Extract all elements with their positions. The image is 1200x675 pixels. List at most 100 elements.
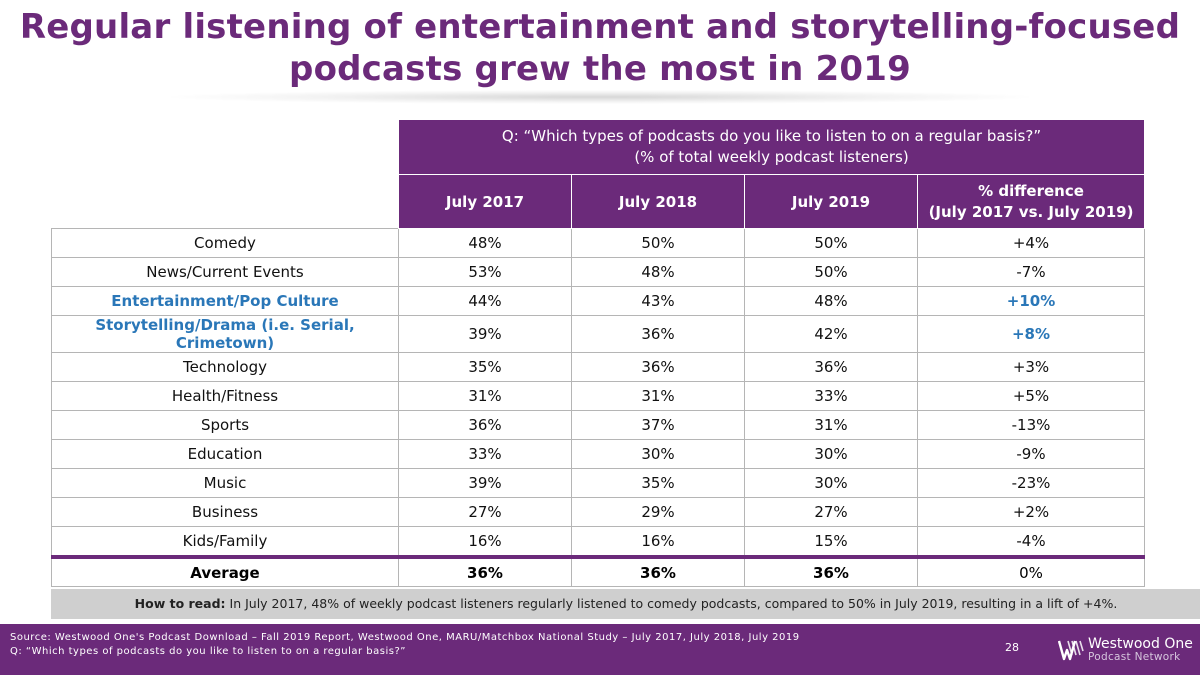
footer: Source: Westwood One's Podcast Download … bbox=[0, 624, 1200, 675]
question-header: Q: “Which types of podcasts do you like … bbox=[398, 119, 1145, 175]
cell-july-2017: 27% bbox=[398, 497, 572, 527]
row-category: Comedy bbox=[51, 228, 399, 258]
cell-difference: -9% bbox=[917, 439, 1145, 469]
average-july-2017: 36% bbox=[398, 555, 572, 587]
question-note: Q: “Which types of podcasts do you like … bbox=[10, 646, 406, 657]
cell-july-2017: 39% bbox=[398, 315, 572, 353]
title-divider-shadow bbox=[170, 90, 1030, 104]
cell-july-2018: 50% bbox=[571, 228, 745, 258]
cell-july-2017: 39% bbox=[398, 468, 572, 498]
cell-july-2017: 44% bbox=[398, 286, 572, 316]
cell-difference: -23% bbox=[917, 468, 1145, 498]
title-line-2: podcasts grew the most in 2019 bbox=[289, 49, 911, 89]
table-row: Comedy 48% 50% 50% +4% bbox=[51, 228, 1145, 258]
cell-difference: +8% bbox=[917, 315, 1145, 353]
logo-subtitle: Podcast Network bbox=[1088, 651, 1181, 663]
table-row: Health/Fitness 31% 31% 33% +5% bbox=[51, 381, 1145, 411]
difference-header-line-2: (July 2017 vs. July 2019) bbox=[928, 202, 1134, 221]
cell-july-2019: 30% bbox=[744, 439, 918, 469]
average-label: Average bbox=[51, 555, 399, 587]
cell-july-2019: 50% bbox=[744, 257, 918, 287]
source-note: Source: Westwood One's Podcast Download … bbox=[10, 632, 800, 643]
cell-july-2018: 43% bbox=[571, 286, 745, 316]
cell-july-2019: 48% bbox=[744, 286, 918, 316]
cell-july-2018: 36% bbox=[571, 352, 745, 382]
column-header-difference: % difference (July 2017 vs. July 2019) bbox=[917, 174, 1145, 229]
westwood-one-logo-icon bbox=[1058, 640, 1084, 661]
row-category: Entertainment/Pop Culture bbox=[51, 286, 399, 316]
table-row: Kids/Family 16% 16% 15% -4% bbox=[51, 526, 1145, 558]
difference-header-line-1: % difference bbox=[978, 181, 1084, 200]
row-category: Health/Fitness bbox=[51, 381, 399, 411]
row-category: Technology bbox=[51, 352, 399, 382]
cell-july-2018: 35% bbox=[571, 468, 745, 498]
row-category: Kids/Family bbox=[51, 526, 399, 558]
page-number: 28 bbox=[1005, 641, 1019, 654]
cell-difference: +10% bbox=[917, 286, 1145, 316]
cell-july-2019: 33% bbox=[744, 381, 918, 411]
cell-july-2018: 37% bbox=[571, 410, 745, 440]
cell-july-2019: 31% bbox=[744, 410, 918, 440]
cell-difference: +2% bbox=[917, 497, 1145, 527]
column-header-july-2019: July 2019 bbox=[744, 174, 918, 229]
cell-difference: -4% bbox=[917, 526, 1145, 558]
westwood-one-logo: Westwood One Podcast Network bbox=[1058, 636, 1193, 664]
cell-july-2017: 31% bbox=[398, 381, 572, 411]
cell-july-2017: 53% bbox=[398, 257, 572, 287]
cell-difference: -7% bbox=[917, 257, 1145, 287]
question-line-2: (% of total weekly podcast listeners) bbox=[634, 148, 909, 166]
question-line-1: Q: “Which types of podcasts do you like … bbox=[501, 127, 1042, 145]
cell-july-2017: 16% bbox=[398, 526, 572, 558]
average-difference: 0% bbox=[917, 555, 1145, 587]
how-to-read-bar: How to read: In July 2017, 48% of weekly… bbox=[51, 589, 1200, 619]
cell-july-2019: 42% bbox=[744, 315, 918, 353]
cell-difference: +3% bbox=[917, 352, 1145, 382]
cell-july-2018: 31% bbox=[571, 381, 745, 411]
table-row: News/Current Events 53% 48% 50% -7% bbox=[51, 257, 1145, 287]
podcast-genre-table: Q: “Which types of podcasts do you like … bbox=[51, 119, 1145, 587]
cell-july-2019: 15% bbox=[744, 526, 918, 558]
cell-july-2018: 48% bbox=[571, 257, 745, 287]
table-row: Storytelling/Drama (i.e. Serial, Crimeto… bbox=[51, 315, 1145, 353]
row-category: Music bbox=[51, 468, 399, 498]
title-line-1: Regular listening of entertainment and s… bbox=[19, 7, 1181, 47]
cell-july-2017: 35% bbox=[398, 352, 572, 382]
cell-july-2019: 27% bbox=[744, 497, 918, 527]
cell-july-2017: 36% bbox=[398, 410, 572, 440]
cell-july-2017: 48% bbox=[398, 228, 572, 258]
average-row: Average 36% 36% 36% 0% bbox=[51, 555, 1145, 587]
row-category: Storytelling/Drama (i.e. Serial, Crimeto… bbox=[51, 315, 399, 353]
header-blank bbox=[51, 119, 399, 175]
cell-difference: +5% bbox=[917, 381, 1145, 411]
table-row: Business 27% 29% 27% +2% bbox=[51, 497, 1145, 527]
how-to-read-text: In July 2017, 48% of weekly podcast list… bbox=[225, 596, 1118, 611]
cell-july-2019: 36% bbox=[744, 352, 918, 382]
row-category: Business bbox=[51, 497, 399, 527]
column-header-july-2018: July 2018 bbox=[571, 174, 745, 229]
average-july-2019: 36% bbox=[744, 555, 918, 587]
cell-july-2019: 50% bbox=[744, 228, 918, 258]
cell-july-2018: 36% bbox=[571, 315, 745, 353]
cell-difference: +4% bbox=[917, 228, 1145, 258]
cell-july-2018: 30% bbox=[571, 439, 745, 469]
column-header-july-2017: July 2017 bbox=[398, 174, 572, 229]
cell-july-2017: 33% bbox=[398, 439, 572, 469]
how-to-read-label: How to read: bbox=[134, 596, 226, 611]
row-category: News/Current Events bbox=[51, 257, 399, 287]
row-category: Education bbox=[51, 439, 399, 469]
header-blank-2 bbox=[51, 174, 399, 229]
cell-difference: -13% bbox=[917, 410, 1145, 440]
page-title: Regular listening of entertainment and s… bbox=[0, 6, 1200, 90]
logo-name: Westwood One bbox=[1088, 636, 1193, 652]
cell-july-2018: 16% bbox=[571, 526, 745, 558]
table-body: Comedy 48% 50% 50% +4% News/Current Events 53%… bbox=[51, 228, 1145, 587]
table-row: Technology 35% 36% 36% +3% bbox=[51, 352, 1145, 382]
cell-july-2019: 30% bbox=[744, 468, 918, 498]
row-category: Sports bbox=[51, 410, 399, 440]
table-row: Sports 36% 37% 31% -13% bbox=[51, 410, 1145, 440]
table-row: Music 39% 35% 30% -23% bbox=[51, 468, 1145, 498]
table-row: Education 33% 30% 30% -9% bbox=[51, 439, 1145, 469]
average-july-2018: 36% bbox=[571, 555, 745, 587]
table-row: Entertainment/Pop Culture 44% 43% 48% +10% bbox=[51, 286, 1145, 316]
footer-source-block: Source: Westwood One's Podcast Download … bbox=[10, 631, 800, 659]
